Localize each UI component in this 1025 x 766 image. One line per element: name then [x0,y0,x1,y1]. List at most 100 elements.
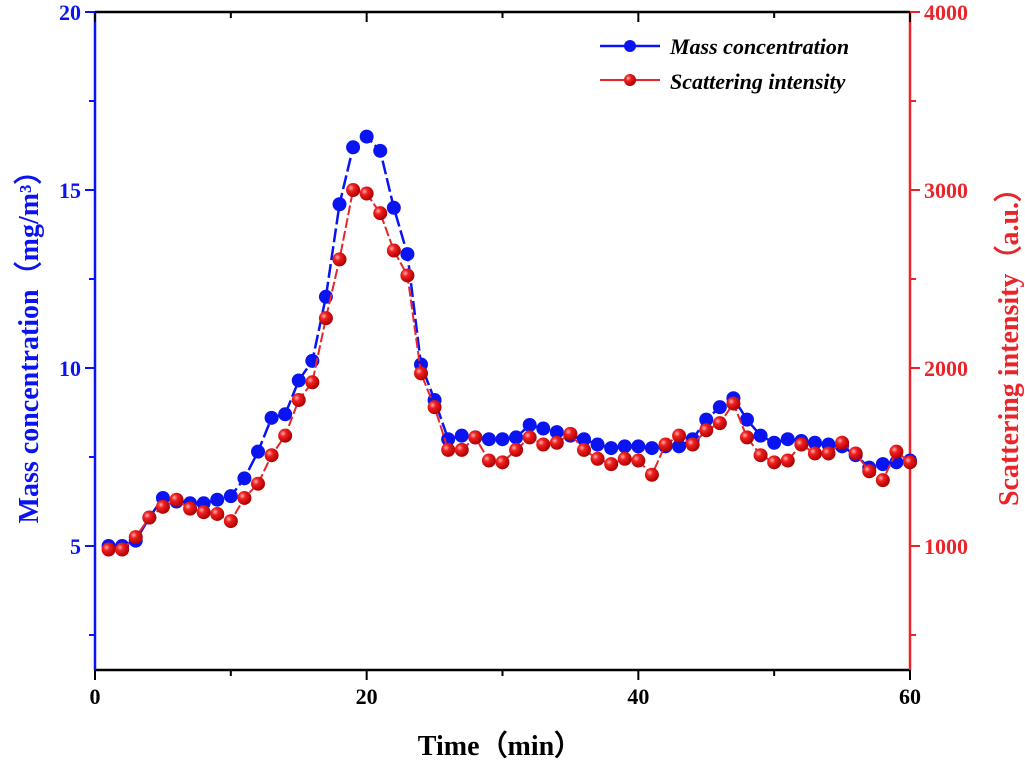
mass-data-point [251,444,265,459]
legend: Mass concentration Scattering intensity [600,34,849,94]
scatter-data-point [414,366,428,381]
right-y-tick-label: 2000 [924,356,968,381]
mass-data-point [672,439,687,454]
legend-scatter-label: Scattering intensity [670,69,846,94]
scatter-data-point [794,437,809,452]
mass-data-point [780,432,795,447]
mass-data-point [740,412,754,427]
mass-data-point [291,373,306,388]
scatter-data-point [115,542,130,557]
mass-data-point [237,471,252,486]
scatter-data-point [767,455,782,470]
x-axis-title: Time（min） [418,729,582,761]
legend-mass-marker [624,40,636,52]
scatter-data-point [359,186,374,201]
scatter-data-point [305,375,320,390]
scatter-data-point [332,252,347,267]
mass-data-point [522,417,537,432]
mass-concentration-series [101,129,917,553]
scatter-data-point [726,396,741,411]
scatter-data-point [196,505,211,520]
scatter-data-point [101,542,116,557]
scatter-data-point [875,473,890,488]
scatter-data-point [903,455,917,470]
scatter-data-point [183,501,198,516]
left-y-tick-label: 15 [59,178,81,203]
scatter-data-point [237,490,252,505]
scatter-data-point [577,442,591,457]
legend-mass-label: Mass concentration [669,34,849,59]
mass-data-point [644,441,659,456]
scatter-data-point [835,435,850,450]
right-y-tick-label: 3000 [924,178,968,203]
scatter-data-point [155,499,170,514]
scatter-data-point [807,446,822,461]
x-tick-label: 20 [356,684,378,709]
mass-data-point [699,412,714,427]
x-tick-label: 60 [899,684,921,709]
series-layer [101,129,917,557]
right-y-tick-label: 4000 [924,0,968,25]
mass-data-point [631,439,646,454]
mass-data-point [264,410,279,425]
mass-data-point [441,432,456,447]
left-y-tick-label: 20 [59,0,81,25]
scatter-data-point [251,476,265,491]
scatter-data-point [427,400,442,415]
scatter-data-point [441,442,456,457]
mass-data-point [509,430,524,445]
mass-concentration-line [108,134,911,548]
scatter-data-point [509,442,524,457]
scatter-data-point [685,437,700,452]
scatter-data-point [386,243,401,258]
scatter-data-point [604,457,619,472]
scattering-intensity-series [101,183,917,557]
mass-data-point [536,421,551,436]
scatter-data-point [522,430,537,445]
mass-data-point [359,129,374,144]
scatter-data-point [862,464,877,479]
mass-data-point [210,492,225,507]
mass-data-point [278,407,293,422]
scatter-data-point [848,446,863,461]
mass-data-point [373,143,388,158]
mass-data-point [223,489,238,504]
scatter-data-point [563,426,578,441]
x-tick-label: 0 [90,684,101,709]
mass-data-point [481,432,496,447]
scatter-data-point [644,467,659,482]
scatter-data-point [128,530,143,545]
scatter-data-point [889,444,904,459]
scatter-data-point [753,448,768,463]
scatter-data-point [210,506,225,521]
scatter-data-point [821,446,836,461]
scatter-data-point [740,430,754,445]
mass-data-point [495,432,510,447]
mass-data-point [767,435,782,450]
mass-data-point [346,140,361,155]
scatter-data-point [780,453,795,468]
scatter-data-point [454,442,469,457]
scatter-data-point [549,435,564,450]
scatter-data-point [346,183,361,197]
scatter-data-point [373,206,388,221]
mass-data-point [617,439,632,454]
mass-data-point [549,425,564,440]
scatter-data-point [291,393,306,408]
mass-data-point [590,437,605,452]
legend-scatter-marker [624,74,636,86]
scatter-data-point [169,492,184,507]
scatter-data-point [318,311,333,326]
axes: 0 20 40 60 5 10 15 20 1000 2000 3000 4000 [59,0,968,709]
scatter-data-point [590,451,605,466]
mass-data-point [712,400,727,415]
scatter-data-point [481,453,496,468]
scatter-data-point [278,428,293,443]
scatter-data-point [699,423,714,438]
mass-data-point [807,435,822,450]
right-y-tick-label: 1000 [924,534,968,559]
mass-data-point [604,441,619,456]
mass-data-point [577,432,591,447]
left-y-tick-label: 5 [70,534,81,559]
mass-data-point [875,457,890,472]
